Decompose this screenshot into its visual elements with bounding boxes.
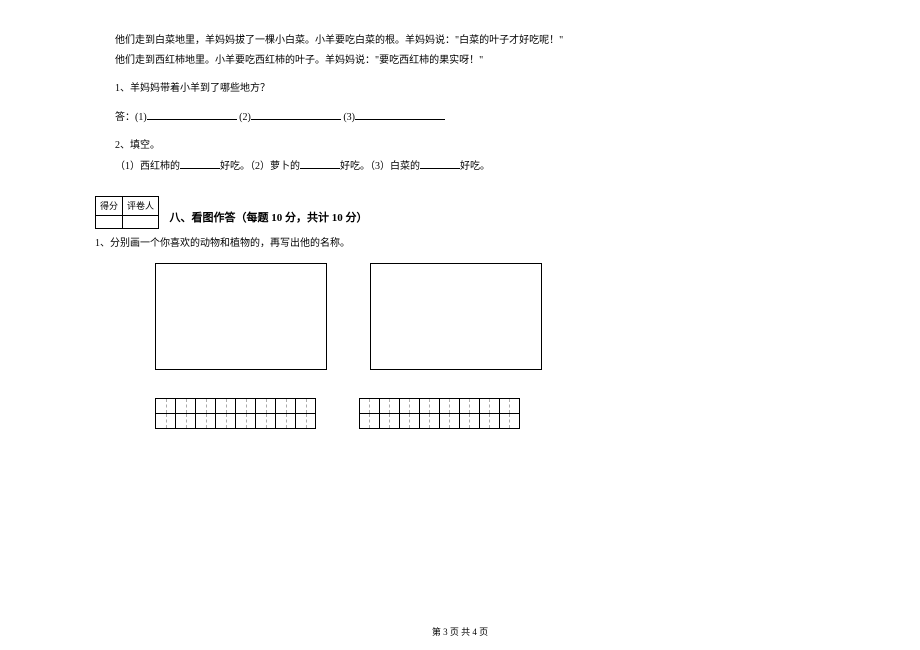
- q2-blank-1: [180, 157, 220, 169]
- drawing-box-2: [370, 263, 542, 370]
- q1-prompt: 1、羊妈妈带着小羊到了哪些地方？: [95, 80, 825, 98]
- q2-line: （1）西红柿的 好吃。（2）萝卜的 好吃。（3）白菜的 好吃。: [95, 157, 825, 176]
- score-table: 得分 评卷人: [95, 196, 159, 229]
- q2-1b: 好吃。（2）萝卜的: [220, 161, 300, 172]
- q2-1a: （1）西红柿的: [115, 161, 180, 172]
- q1-answer-line: 答：(1) (2) (3): [95, 108, 825, 127]
- q1-blank-1: [147, 108, 237, 120]
- section-8-header: 得分 评卷人 八、看图作答（每题 10 分，共计 10 分）: [95, 178, 825, 229]
- section-8-q1: 1、分别画一个你喜欢的动物和植物的，再写出他的名称。: [95, 235, 825, 253]
- q2-1d: 好吃。: [460, 161, 490, 172]
- char-grids-row: [95, 398, 825, 429]
- q1-sep3: (3): [343, 112, 355, 123]
- q2-prompt: 2、填空。: [95, 137, 825, 155]
- score-cell-2: [123, 216, 159, 229]
- drawing-boxes-row: [95, 263, 825, 370]
- drawing-box-1: [155, 263, 327, 370]
- passage-p2: 他们走到西红柿地里。小羊要吃西红柿的叶子。羊妈妈说："要吃西红柿的果实呀！": [95, 52, 825, 70]
- q1-blank-3: [355, 108, 445, 120]
- q2-1c: 好吃。（3）白菜的: [340, 161, 420, 172]
- char-grid-1: [155, 398, 316, 429]
- exam-page: 他们走到白菜地里，羊妈妈拔了一棵小白菜。小羊要吃白菜的根。羊妈妈说："白菜的叶子…: [0, 0, 920, 449]
- q1-sep2: (2): [239, 112, 251, 123]
- score-header-2: 评卷人: [123, 197, 159, 216]
- q2-blank-2: [300, 157, 340, 169]
- score-cell-1: [96, 216, 123, 229]
- char-grid-2: [359, 398, 520, 429]
- page-footer: 第 3 页 共 4 页: [0, 625, 920, 638]
- score-header-1: 得分: [96, 197, 123, 216]
- section-8-title: 八、看图作答（每题 10 分，共计 10 分）: [170, 209, 368, 229]
- q1-blank-2: [251, 108, 341, 120]
- q2-blank-3: [420, 157, 460, 169]
- q1-prefix: 答：(1): [115, 112, 147, 123]
- passage-p1: 他们走到白菜地里，羊妈妈拔了一棵小白菜。小羊要吃白菜的根。羊妈妈说："白菜的叶子…: [95, 32, 825, 50]
